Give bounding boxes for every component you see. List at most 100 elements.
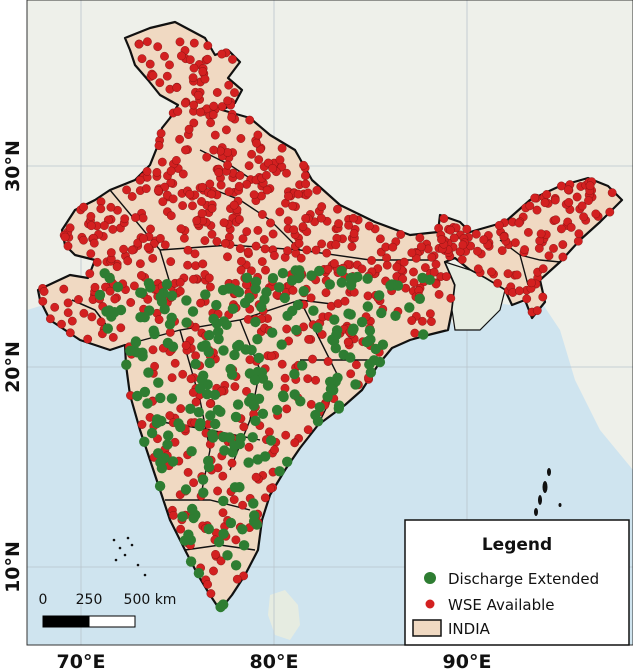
wse-point	[142, 37, 152, 47]
wse-point	[388, 242, 398, 252]
wse-point	[251, 241, 261, 251]
wse-point	[261, 170, 271, 180]
wse-point	[137, 54, 147, 64]
wse-point	[334, 219, 343, 229]
wse-point	[189, 100, 199, 110]
wse-point	[527, 278, 536, 288]
wse-point	[312, 185, 322, 195]
wse-point	[302, 245, 312, 255]
x-tick-80e: 80°E	[250, 651, 299, 672]
discharge-point	[181, 295, 192, 306]
wse-point	[238, 234, 248, 244]
map-area	[27, 0, 633, 645]
discharge-point	[180, 484, 192, 495]
wse-point	[399, 257, 409, 267]
wse-point	[242, 386, 251, 396]
wse-point	[473, 246, 482, 256]
wse-point	[96, 204, 106, 214]
wse-point	[275, 155, 285, 165]
legend-wse-label: WSE Available	[448, 596, 555, 614]
legend-india-label: INDIA	[448, 620, 491, 638]
discharge-point	[250, 415, 261, 426]
wse-point	[266, 484, 275, 493]
discharge-point	[137, 351, 148, 362]
wse-point	[178, 369, 188, 379]
wse-point	[494, 220, 504, 230]
wse-point	[156, 128, 166, 138]
neighbour-land-lanka	[268, 590, 300, 640]
discharge-point	[190, 358, 201, 370]
wse-point	[357, 264, 367, 274]
wse-point	[223, 96, 233, 106]
wse-point	[119, 244, 129, 254]
wse-point	[532, 205, 542, 215]
discharge-point	[139, 436, 150, 447]
discharge-point	[203, 346, 214, 358]
wse-point	[171, 155, 181, 165]
wse-point	[39, 287, 49, 296]
wse-point	[218, 508, 228, 518]
discharge-point	[257, 408, 269, 419]
wse-point	[90, 282, 100, 292]
discharge-point	[198, 487, 209, 498]
discharge-point	[99, 268, 110, 279]
discharge-point	[330, 343, 341, 354]
scale-segment-black	[42, 615, 90, 628]
wse-point	[407, 248, 417, 258]
discharge-point	[208, 313, 219, 325]
wse-point	[244, 442, 254, 452]
x-tick-90e: 90°E	[443, 651, 492, 672]
discharge-point	[193, 407, 204, 418]
discharge-point	[186, 446, 197, 457]
discharge-point	[282, 310, 293, 321]
wse-point	[449, 233, 459, 243]
wse-point	[96, 317, 106, 327]
discharge-point	[253, 352, 265, 364]
discharge-point	[207, 429, 218, 440]
wse-point	[311, 375, 320, 385]
wse-point	[344, 220, 353, 230]
wse-point	[108, 224, 118, 234]
discharge-point	[163, 430, 174, 441]
wse-point	[129, 281, 139, 291]
discharge-point	[210, 418, 221, 430]
wse-point	[92, 257, 102, 267]
wse-point	[425, 309, 435, 319]
wse-point	[223, 160, 233, 170]
discharge-point	[218, 528, 229, 539]
wse-point	[112, 262, 122, 272]
wse-point	[180, 98, 190, 108]
wse-point	[219, 218, 229, 228]
wse-point	[283, 216, 293, 226]
wse-point	[193, 90, 203, 100]
wse-point	[176, 224, 186, 234]
y-tick-20n: 20°N	[2, 341, 24, 393]
wse-point	[493, 278, 502, 288]
discharge-point	[294, 265, 305, 276]
wse-point	[257, 210, 267, 219]
discharge-point	[392, 280, 404, 291]
discharge-point	[390, 310, 401, 321]
wse-point	[195, 107, 205, 117]
wse-point	[246, 266, 256, 276]
wse-point	[264, 427, 274, 437]
wse-point	[227, 458, 237, 468]
discharge-point	[215, 601, 226, 613]
wse-point	[160, 51, 169, 61]
wse-point	[135, 259, 145, 269]
discharge-point	[230, 560, 242, 571]
wse-point	[268, 163, 277, 173]
wse-point	[175, 134, 185, 144]
wse-point	[155, 233, 165, 243]
wse-point	[410, 328, 420, 338]
wse-point	[252, 138, 261, 148]
wse-point	[591, 209, 601, 219]
discharge-point	[238, 540, 250, 551]
discharge-point	[336, 265, 347, 277]
discharge-point	[224, 432, 235, 443]
wse-point	[166, 211, 176, 221]
discharge-point	[278, 391, 289, 403]
discharge-point	[364, 325, 376, 336]
wse-point	[471, 229, 481, 239]
wse-point	[261, 265, 270, 275]
